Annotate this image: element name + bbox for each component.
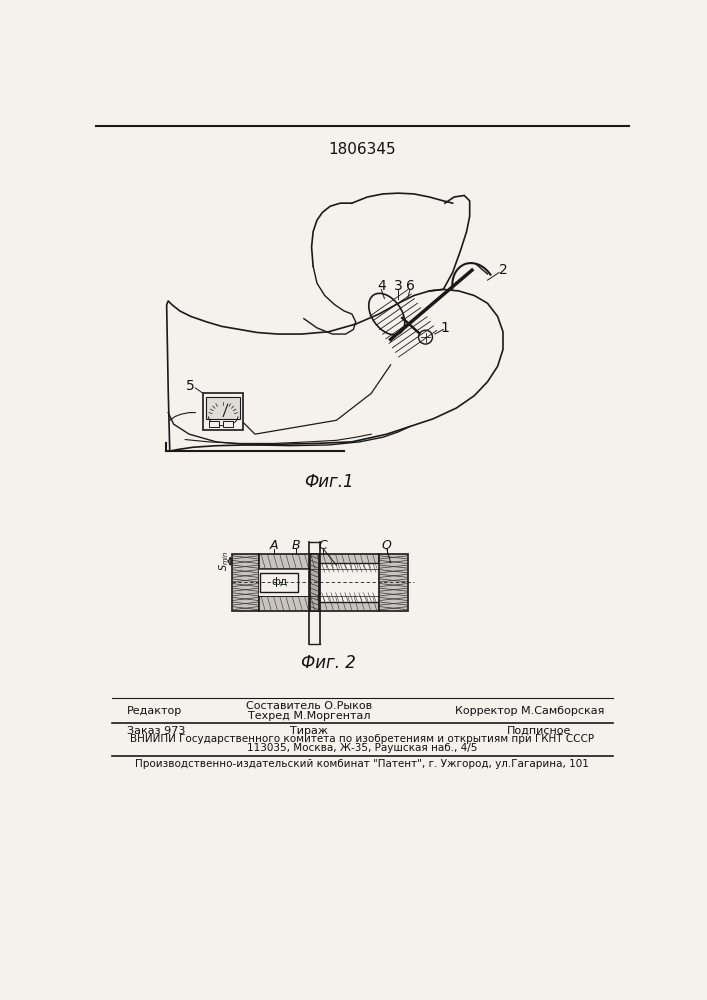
Bar <box>259 596 379 611</box>
Bar <box>379 554 409 611</box>
Text: Производственно-издательский комбинат "Патент", г. Ужгород, ул.Гагарина, 101: Производственно-издательский комбинат "П… <box>135 759 589 769</box>
Text: Техред М.Моргентал: Техред М.Моргентал <box>248 711 370 721</box>
Text: 113035, Москва, Ж-35, Раушская наб., 4/5: 113035, Москва, Ж-35, Раушская наб., 4/5 <box>247 743 477 753</box>
Text: Редактор: Редактор <box>127 706 182 716</box>
Text: Тираж: Тираж <box>291 726 328 736</box>
Text: C: C <box>319 539 327 552</box>
Text: 5: 5 <box>187 379 195 393</box>
Text: 6: 6 <box>406 279 414 293</box>
Text: Корректор М.Самборская: Корректор М.Самборская <box>455 706 604 716</box>
Text: ВНИИПИ Государственного комитета по изобретениям и открытиям при ГКНТ СССР: ВНИИПИ Государственного комитета по изоб… <box>130 734 594 744</box>
Text: O: O <box>382 539 392 552</box>
Bar <box>209 421 218 427</box>
Bar <box>206 397 240 419</box>
Text: A: A <box>270 539 279 552</box>
Text: 3: 3 <box>394 279 403 293</box>
Text: Фиг.1: Фиг.1 <box>304 473 354 491</box>
Bar <box>320 563 379 602</box>
Text: 4: 4 <box>377 279 386 293</box>
Text: $S_{min}$: $S_{min}$ <box>217 551 231 571</box>
Bar <box>232 554 259 611</box>
Text: фд: фд <box>271 577 287 587</box>
Bar <box>223 421 233 427</box>
Bar <box>203 393 243 430</box>
Text: Составитель О.Рыков: Составитель О.Рыков <box>246 701 373 711</box>
Text: 1: 1 <box>440 321 450 335</box>
Text: Заказ 973: Заказ 973 <box>127 726 185 736</box>
Ellipse shape <box>369 293 404 335</box>
Bar <box>310 554 320 611</box>
Bar <box>259 554 379 569</box>
Text: B: B <box>292 539 300 552</box>
Text: 1806345: 1806345 <box>328 142 396 157</box>
Text: Фиг. 2: Фиг. 2 <box>301 654 356 672</box>
Text: Подписное: Подписное <box>507 726 571 736</box>
Bar <box>259 569 379 596</box>
Bar <box>260 573 298 592</box>
Text: 2: 2 <box>498 263 508 277</box>
